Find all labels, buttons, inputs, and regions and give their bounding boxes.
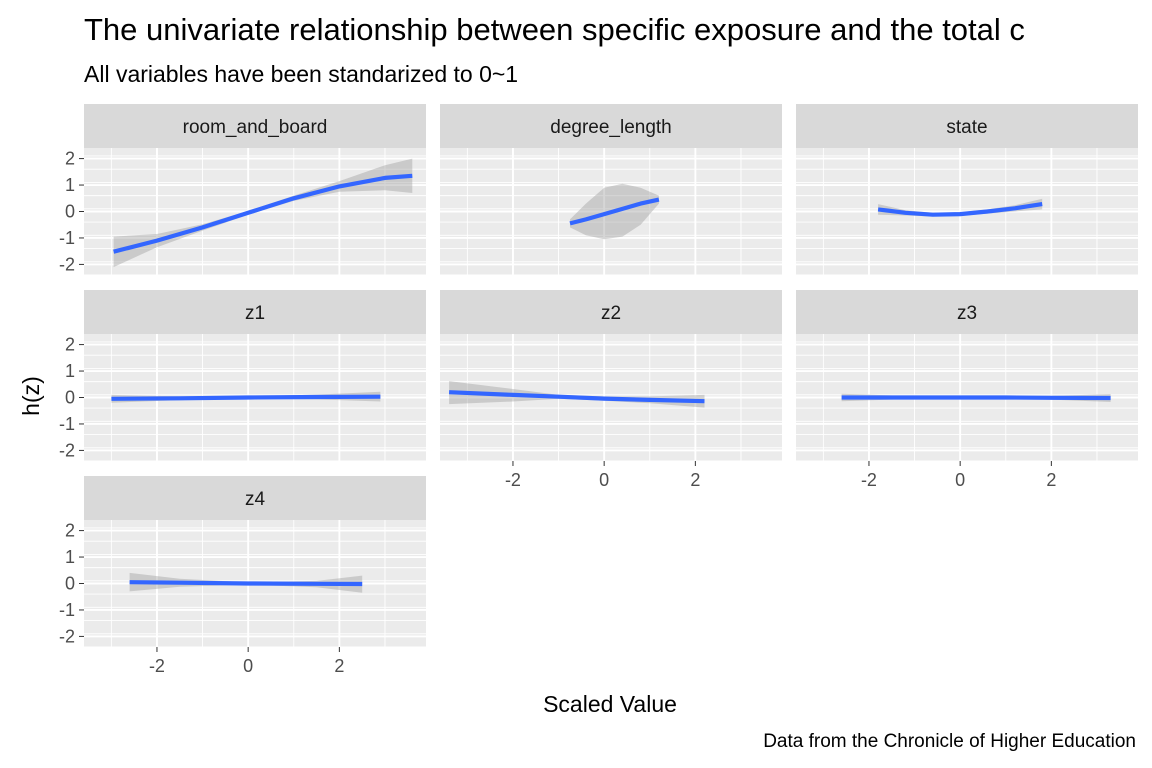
facet-panel-state: state — [796, 104, 1138, 276]
x-tick-label: 2 — [1046, 470, 1056, 490]
y-tick-label: 1 — [65, 361, 75, 381]
y-tick-label: 0 — [65, 574, 75, 594]
fitted-line — [569, 197, 660, 226]
facet-strip — [84, 476, 426, 520]
facet-strip — [796, 104, 1138, 148]
y-tick-label: -2 — [59, 440, 75, 460]
facet-strip-label: state — [946, 117, 987, 138]
y-tick-label: -1 — [59, 228, 75, 248]
x-tick-label: 0 — [599, 470, 609, 490]
x-tick-label: 2 — [690, 470, 700, 490]
fitted-line — [129, 580, 363, 587]
facet-strip — [84, 290, 426, 334]
fitted-line — [113, 173, 413, 254]
facet-panel-z3: z3 -2 0 2 — [796, 290, 1138, 490]
x-tick-label: -2 — [505, 470, 521, 490]
y-tick-label: -2 — [59, 254, 75, 274]
y-tick-label: 0 — [65, 202, 75, 222]
chart-caption: Data from the Chronicle of Higher Educat… — [763, 731, 1136, 752]
facet-strip-label: z4 — [245, 489, 266, 510]
y-axis-title: h(z) — [18, 376, 44, 416]
facet-strip-label: z3 — [957, 303, 977, 324]
facet-panels: room_and_board -2 -1 0 1 2 degree_length state z… — [59, 104, 1138, 676]
y-tick-label: -1 — [59, 600, 75, 620]
x-axis-title: Scaled Value — [543, 691, 677, 717]
x-tick-label: 0 — [243, 656, 253, 676]
y-tick-label: 2 — [65, 149, 75, 169]
fitted-line — [111, 394, 381, 401]
y-tick-label: -2 — [59, 626, 75, 646]
y-tick-label: 1 — [65, 175, 75, 195]
facet-panel-z2: z2 -2 0 2 — [440, 290, 782, 490]
facet-panel-z1: z1 -2 -1 0 1 2 — [59, 290, 426, 462]
x-tick-label: 2 — [334, 656, 344, 676]
facet-strip-label: z1 — [245, 303, 265, 324]
facet-panel-z4: z4 -2 -1 0 1 2 -2 0 2 — [59, 476, 426, 676]
x-tick-label: -2 — [861, 470, 877, 490]
y-tick-label: 2 — [65, 335, 75, 355]
x-tick-label: 0 — [955, 470, 965, 490]
y-tick-label: 2 — [65, 521, 75, 541]
facet-strip-label: z2 — [601, 303, 621, 324]
y-tick-label: -1 — [59, 414, 75, 434]
y-tick-label: 1 — [65, 547, 75, 567]
fitted-line — [449, 390, 705, 404]
facet-strip-label: room_and_board — [183, 117, 328, 138]
facet-strip-label: degree_length — [550, 117, 672, 138]
facet-strip — [796, 290, 1138, 334]
x-tick-label: -2 — [149, 656, 165, 676]
facet-panel-room_and_board: room_and_board -2 -1 0 1 2 — [59, 104, 426, 276]
facet-strip — [440, 290, 782, 334]
facet-strip — [440, 104, 782, 148]
facet-panel-degree_length: degree_length — [440, 104, 782, 276]
fitted-line — [877, 202, 1043, 217]
fitted-line — [841, 395, 1111, 401]
y-tick-label: 0 — [65, 388, 75, 408]
facet-strip — [84, 104, 426, 148]
chart-title: The univariate relationship between spec… — [84, 12, 1025, 47]
chart-subtitle: All variables have been standarized to 0… — [84, 61, 518, 87]
